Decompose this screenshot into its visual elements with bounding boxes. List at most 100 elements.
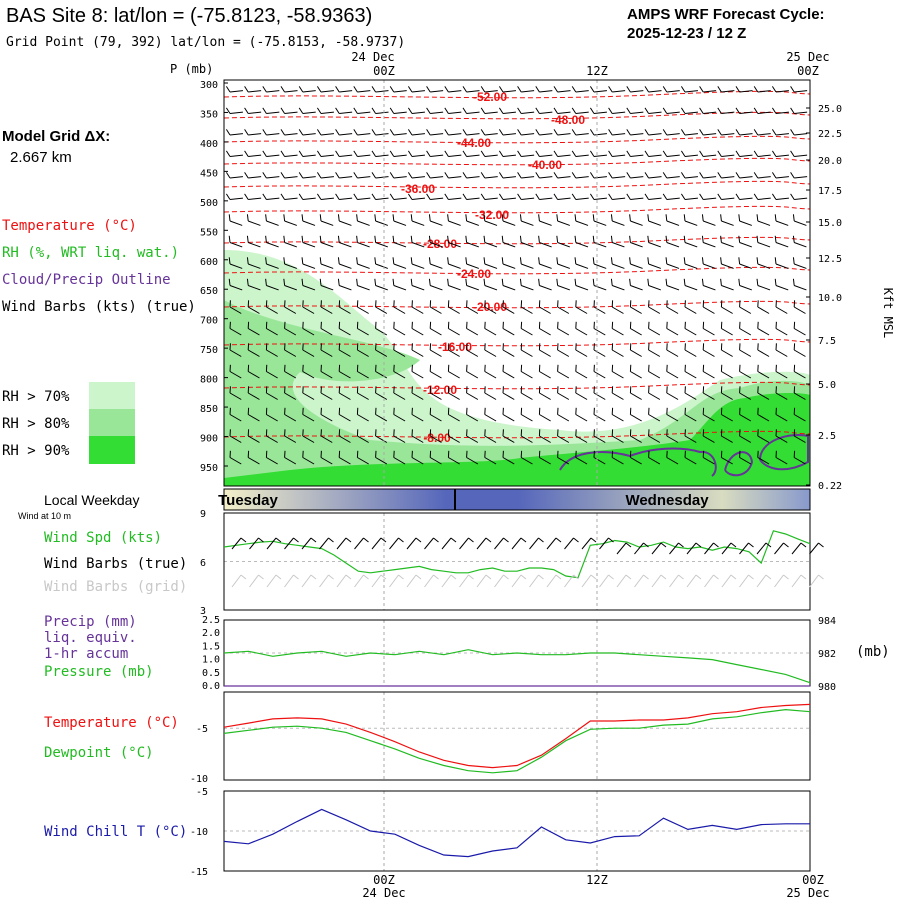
isotherm-label: -32.00 <box>475 208 509 222</box>
wind-barb-shaft <box>448 133 462 136</box>
wind-barb-shaft <box>502 328 515 336</box>
wind-barb <box>717 107 735 114</box>
wind-barb-shaft <box>612 197 626 200</box>
wind-barb-feather <box>589 107 595 114</box>
height-level-label: 12.5 <box>818 254 842 265</box>
wind-barb-feather <box>484 429 486 437</box>
wind-barb-feather <box>335 172 340 179</box>
wind-barb-feather <box>244 150 249 157</box>
wind-barb-feather <box>429 343 432 351</box>
wind-barb-feather <box>771 193 777 200</box>
wind-barb <box>553 86 571 93</box>
wind-barb-feather <box>557 407 559 415</box>
wind-barb <box>407 150 425 157</box>
model-grid-label: Model Grid ΔX: <box>2 128 110 145</box>
wind-barb-shaft <box>739 90 753 93</box>
wind-barb <box>498 107 516 114</box>
wind-barb-feather <box>338 300 341 308</box>
wind-barb-shaft <box>266 328 278 336</box>
wind-barb-feather <box>517 150 522 157</box>
wind-barb <box>244 129 262 136</box>
wind-barb <box>757 407 770 422</box>
wind-barb <box>462 129 480 136</box>
wind-barb <box>793 343 806 357</box>
wind-barb-shaft <box>557 197 571 200</box>
wind-barb-feather <box>753 150 759 157</box>
wind-barb <box>229 364 242 379</box>
wind-barb <box>757 300 770 314</box>
wind-barb-shaft <box>684 111 698 114</box>
wind-barb <box>702 343 715 357</box>
wind-barb-feather <box>426 150 431 157</box>
wind-barb-shaft <box>794 285 807 291</box>
wind-barb-feather <box>792 257 795 265</box>
wind-barb-shaft <box>666 349 679 357</box>
wind-barb-feather <box>426 107 431 114</box>
wind-barb-shaft <box>320 197 334 200</box>
wind-barb-shaft <box>666 392 679 400</box>
wind-barb <box>284 321 297 336</box>
wind-barb-feather <box>629 235 631 243</box>
pressure-level-label: 700 <box>200 316 218 327</box>
wind-barb-feather <box>702 364 705 372</box>
wind-barb-true-flag <box>608 537 614 543</box>
wind-barb-grid <box>459 574 469 588</box>
wind-barb-shaft <box>411 133 425 136</box>
wind-barb-feather <box>535 172 540 179</box>
wind-barb-feather <box>480 150 486 157</box>
wind-barb-shaft <box>721 242 734 248</box>
wind-barb-shaft <box>502 154 516 157</box>
wind-barb-feather <box>775 364 777 372</box>
wind-barb-feather <box>320 429 322 437</box>
wind-barb <box>702 300 715 314</box>
wind-barb-shaft <box>575 414 588 422</box>
wind-barb <box>611 343 624 357</box>
legend-temperature: Temperature (°C) <box>2 218 137 234</box>
wind-barb-shaft <box>284 176 298 179</box>
model-grid-value: 2.667 km <box>10 149 72 166</box>
wind-barb-grid-flag <box>398 574 404 580</box>
wind-barb-shaft <box>521 133 535 136</box>
wind-barb-feather <box>538 386 541 394</box>
wind-barb-shaft <box>775 285 789 291</box>
wind-barb-shaft <box>448 435 460 443</box>
wind-barb <box>739 343 752 357</box>
wind-barb-feather <box>229 364 231 372</box>
wind-barb <box>229 429 242 443</box>
wind-barb-shaft <box>302 133 316 136</box>
wind-barb-feather <box>720 429 723 437</box>
wind-barb-grid <box>389 574 399 588</box>
wind-barb-shaft <box>411 306 424 314</box>
wind-barb-true-flag <box>765 542 772 548</box>
wind-barb-grid-flag <box>608 574 614 580</box>
wind-barb-feather <box>371 86 377 93</box>
wind-barb <box>662 129 680 136</box>
wind-barb <box>753 129 771 136</box>
wind-barb-feather <box>465 278 468 286</box>
wind-barb-shaft <box>411 457 424 465</box>
wind-barb <box>356 386 369 400</box>
wind-barb <box>316 107 334 114</box>
wind-barb <box>556 278 570 291</box>
wind-barb-shaft <box>484 457 497 465</box>
wind-barb <box>426 193 444 200</box>
wind-barb-shaft <box>793 392 806 400</box>
wind-barb-feather <box>753 193 759 200</box>
wind-barb-shaft <box>320 242 334 248</box>
wind-barb-feather <box>517 172 522 179</box>
wind-barb <box>629 429 642 443</box>
wind-barb-feather <box>571 150 577 157</box>
wind-barb <box>247 343 260 357</box>
wind-barb <box>265 364 278 379</box>
wind-barb-feather <box>517 107 522 114</box>
wind-barb-shaft <box>393 306 406 314</box>
wind-barb <box>356 235 370 248</box>
wind-barb-shaft <box>557 285 570 291</box>
wind-barb <box>426 129 444 136</box>
wind-barb-feather <box>283 257 286 265</box>
wind-barb-feather <box>502 364 504 372</box>
wind-barb-shaft <box>484 197 498 200</box>
wind-barb-shaft <box>539 371 551 379</box>
wind-barb-shaft <box>721 111 735 114</box>
wind-barb-grid <box>529 574 539 588</box>
